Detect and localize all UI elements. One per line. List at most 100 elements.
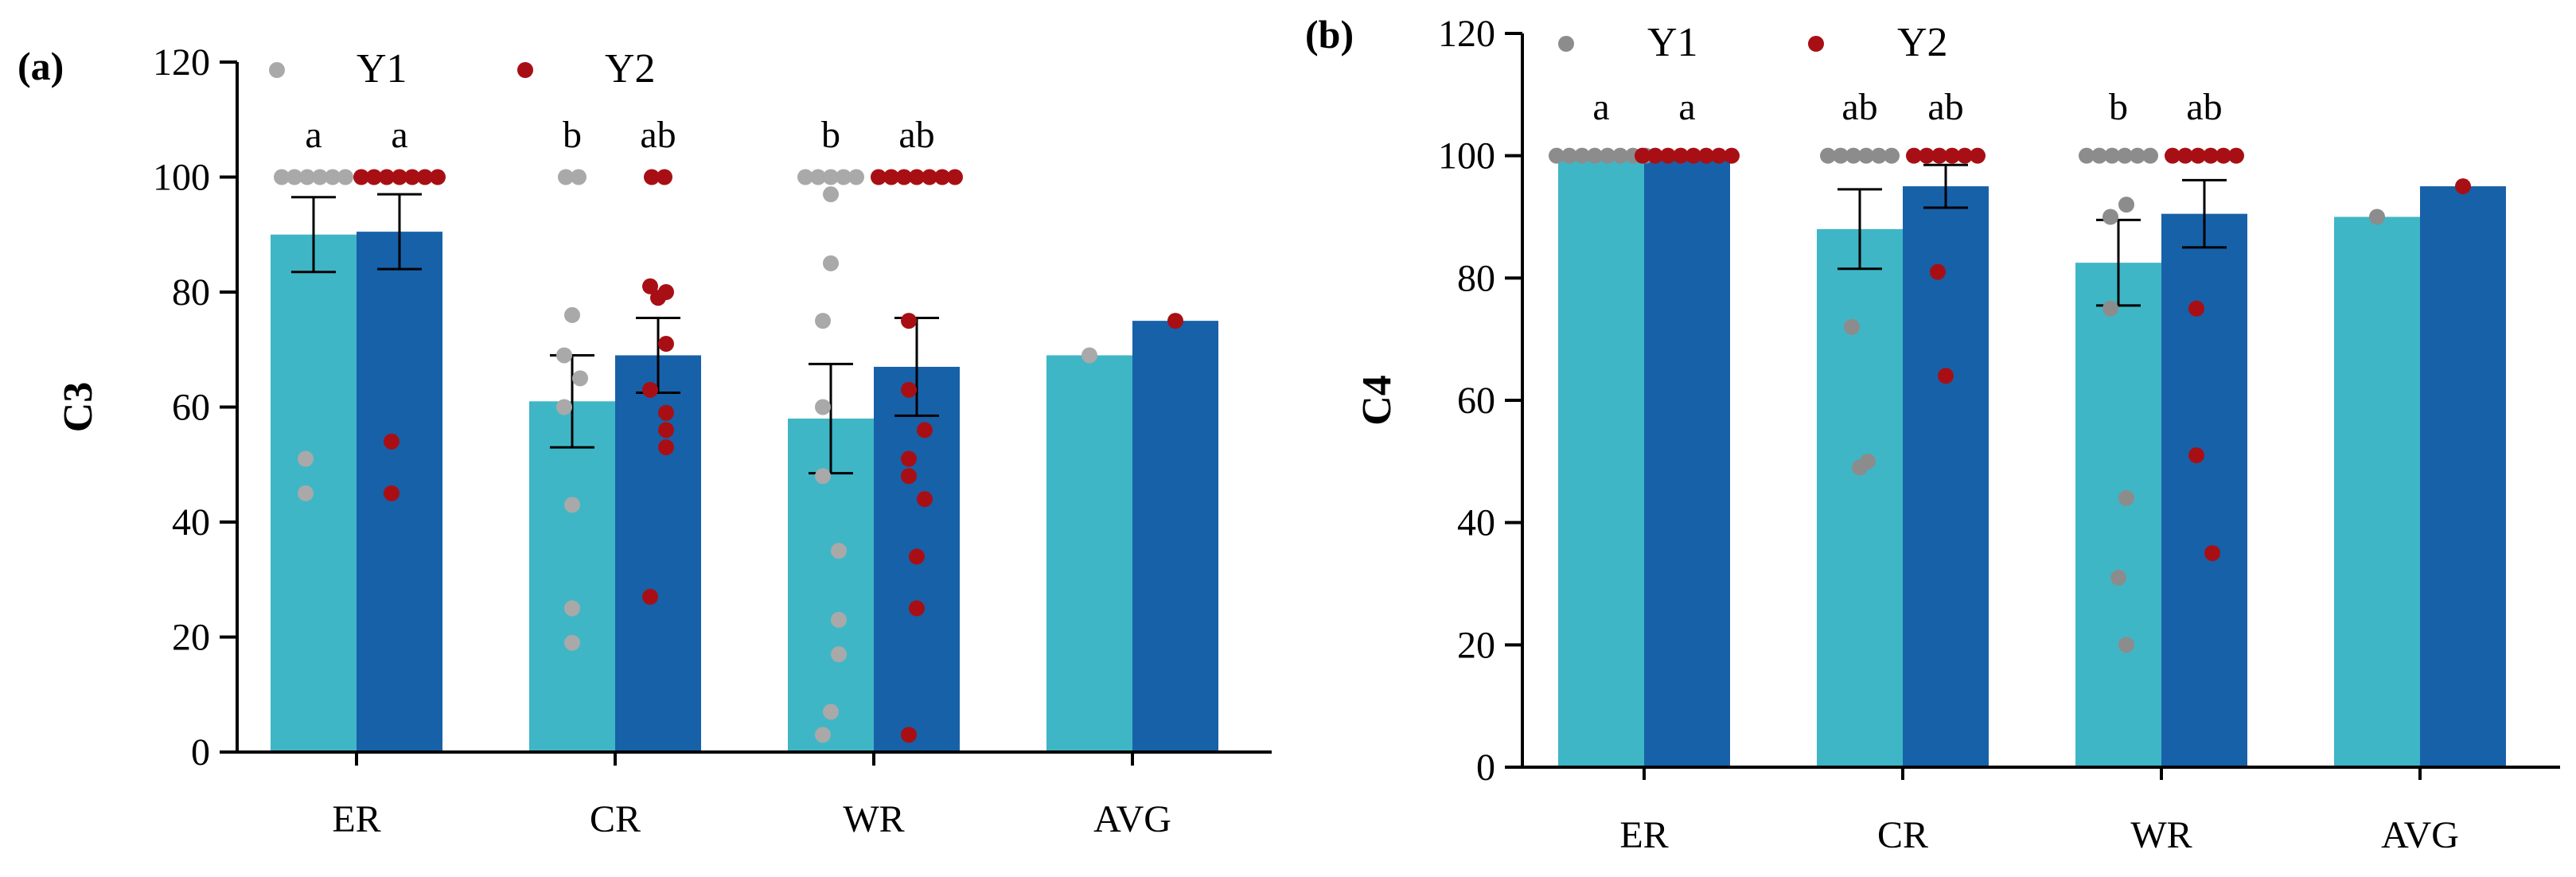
- legend-label-y1: Y1: [357, 46, 407, 92]
- point-y2-er: [1711, 147, 1727, 164]
- point-y1-wr: [836, 169, 852, 185]
- point-y2-cr: [1970, 147, 1986, 164]
- point-y1-wr: [848, 169, 864, 185]
- significance-letter-y1-cr: b: [563, 114, 582, 156]
- x-tick-label-er: ER: [332, 798, 380, 840]
- legend-marker-y1: [269, 62, 285, 78]
- y-tick-label: 20: [1457, 624, 1495, 666]
- point-y1-cr: [1833, 147, 1849, 164]
- point-y2-wr: [917, 491, 933, 508]
- significance-letter-y1-wr: b: [2109, 86, 2128, 128]
- point-y1-er: [1561, 147, 1577, 164]
- point-y1-cr: [571, 169, 587, 185]
- y-tick-label: 100: [153, 157, 210, 199]
- point-y2-er: [404, 169, 420, 185]
- bar-y2-er: [357, 232, 442, 752]
- point-y1-avg: [2369, 209, 2385, 225]
- x-tick-label-avg: AVG: [2381, 814, 2459, 856]
- x-tick-label-wr: WR: [843, 798, 904, 840]
- x-tick-label-cr: CR: [1877, 814, 1928, 856]
- point-y1-cr: [1820, 147, 1836, 164]
- point-y2-cr: [658, 336, 674, 353]
- point-y1-cr: [1844, 318, 1860, 335]
- significance-letter-y2-cr: ab: [1927, 86, 1963, 128]
- point-y2-wr: [901, 381, 917, 398]
- point-y1-wr: [2117, 147, 2133, 164]
- point-y2-cr: [657, 169, 672, 185]
- point-y2-wr: [947, 169, 963, 185]
- panel-label: (b): [1305, 12, 1354, 57]
- point-y2-cr: [658, 422, 674, 438]
- point-y1-cr: [1858, 147, 1874, 164]
- point-y1-wr: [2102, 209, 2118, 225]
- point-y1-wr: [823, 255, 839, 271]
- point-y1-cr: [572, 370, 588, 387]
- error-bar-y1-er: [291, 196, 336, 274]
- point-y2-cr: [1931, 147, 1947, 164]
- point-y1-er: [1612, 147, 1628, 164]
- point-y1-wr: [2118, 637, 2134, 653]
- point-y2-wr: [2228, 147, 2244, 164]
- point-y1-wr: [823, 169, 839, 185]
- point-y1-er: [337, 169, 353, 185]
- significance-letter-y2-cr: ab: [640, 114, 676, 156]
- point-y1-wr: [823, 704, 839, 720]
- point-y2-wr: [934, 169, 950, 185]
- legend-label-y2: Y2: [1897, 20, 1948, 65]
- y-tick-label: 80: [172, 271, 210, 314]
- legend-marker-y1: [1558, 36, 1574, 52]
- error-bar-y2-er: [377, 193, 422, 271]
- point-y1-cr: [1852, 459, 1868, 476]
- y-tick-label: 100: [1438, 135, 1495, 177]
- point-y1-wr: [797, 169, 813, 185]
- legend-marker-y2: [517, 62, 533, 78]
- panel-b: (b) C4 a a ab ab b ab 0 20 40 60 80 100 120 ER CR WR AVG Y1…: [1305, 12, 2560, 856]
- point-y2-er: [379, 169, 395, 185]
- significance-letter-y1-er: a: [305, 114, 322, 156]
- bar-y1-er: [1558, 155, 1644, 767]
- point-y2-er: [1673, 147, 1689, 164]
- point-y2-wr: [917, 422, 933, 438]
- point-y1-wr: [831, 611, 847, 628]
- point-y1-wr: [2091, 147, 2107, 164]
- point-y1-wr: [823, 186, 839, 203]
- point-y1-er: [1587, 147, 1603, 164]
- point-y2-wr: [2177, 147, 2193, 164]
- point-y2-wr: [2188, 447, 2204, 464]
- point-y2-wr: [909, 548, 925, 565]
- bar-y1-cr: [1817, 228, 1903, 767]
- point-y2-wr: [896, 169, 912, 185]
- point-y1-cr: [558, 169, 574, 185]
- point-y1-er: [1574, 147, 1590, 164]
- point-y2-cr: [1938, 368, 1954, 384]
- point-y2-wr: [2190, 147, 2206, 164]
- point-y1-er: [274, 169, 290, 185]
- y-tick-label: 40: [1457, 502, 1495, 544]
- point-y2-wr: [901, 727, 917, 743]
- point-y2-er: [417, 169, 433, 185]
- y-axis-label: C4: [1354, 375, 1400, 426]
- significance-letter-y2-wr: ab: [898, 114, 934, 156]
- y-tick-label: 120: [1438, 13, 1495, 55]
- bar-y2-cr: [615, 355, 701, 752]
- point-y2-wr: [2165, 147, 2180, 164]
- y-tick-label: 80: [1457, 257, 1495, 299]
- point-y1-wr: [815, 313, 831, 329]
- significance-letter-y1-er: a: [1592, 86, 1609, 128]
- y-tick-label: 0: [191, 731, 210, 774]
- point-y1-wr: [815, 399, 831, 415]
- point-y2-er: [366, 169, 382, 185]
- point-y1-wr: [2110, 569, 2126, 586]
- point-y2-wr: [901, 468, 917, 485]
- y-tick-label: 120: [153, 41, 210, 84]
- point-y2-cr: [1906, 147, 1922, 164]
- panel-label: (a): [18, 44, 64, 88]
- legend-marker-y2: [1808, 36, 1824, 52]
- legend-label-y1: Y1: [1647, 20, 1698, 65]
- point-y1-er: [298, 485, 314, 501]
- point-y2-wr: [2203, 147, 2219, 164]
- point-y2-cr: [1919, 147, 1935, 164]
- x-tick-label-cr: CR: [590, 798, 641, 840]
- point-y2-avg: [2455, 178, 2471, 195]
